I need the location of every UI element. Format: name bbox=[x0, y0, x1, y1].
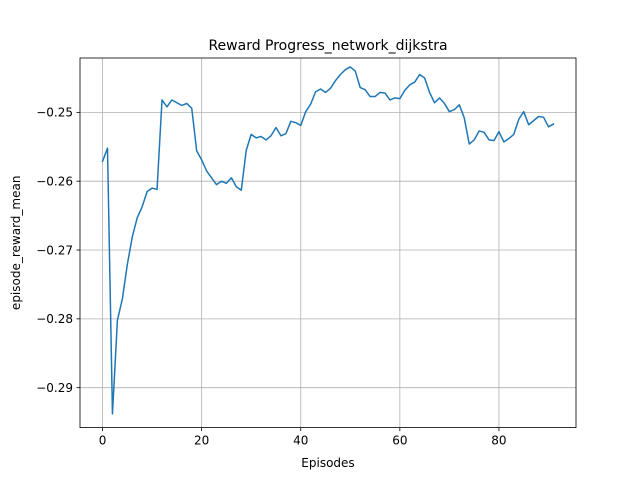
chart-title: Reward Progress_network_dijkstra bbox=[208, 38, 447, 54]
ticks: 0 20 40 60 80 −0.29 −0.28 −0.27 −0.26 −0.25 bbox=[36, 106, 506, 448]
y-tick-label: −0.28 bbox=[36, 312, 73, 326]
x-tick-label: 20 bbox=[194, 434, 209, 448]
y-tick-label: −0.25 bbox=[36, 106, 73, 120]
x-tick-label: 40 bbox=[293, 434, 308, 448]
x-tick-label: 60 bbox=[392, 434, 407, 448]
y-tick-label: −0.27 bbox=[36, 243, 73, 257]
x-axis-label: Episodes bbox=[301, 456, 354, 470]
series-line-episode_reward_mean bbox=[101, 66, 555, 415]
y-tick-label: −0.26 bbox=[36, 175, 73, 189]
x-tick-label: 0 bbox=[99, 434, 107, 448]
y-tick-label: −0.29 bbox=[36, 381, 73, 395]
plot-frame bbox=[79, 57, 577, 429]
grid bbox=[80, 58, 576, 428]
x-tick-label: 80 bbox=[491, 434, 506, 448]
series-layer bbox=[101, 66, 555, 415]
y-axis-label: episode_reward_mean bbox=[9, 176, 23, 311]
